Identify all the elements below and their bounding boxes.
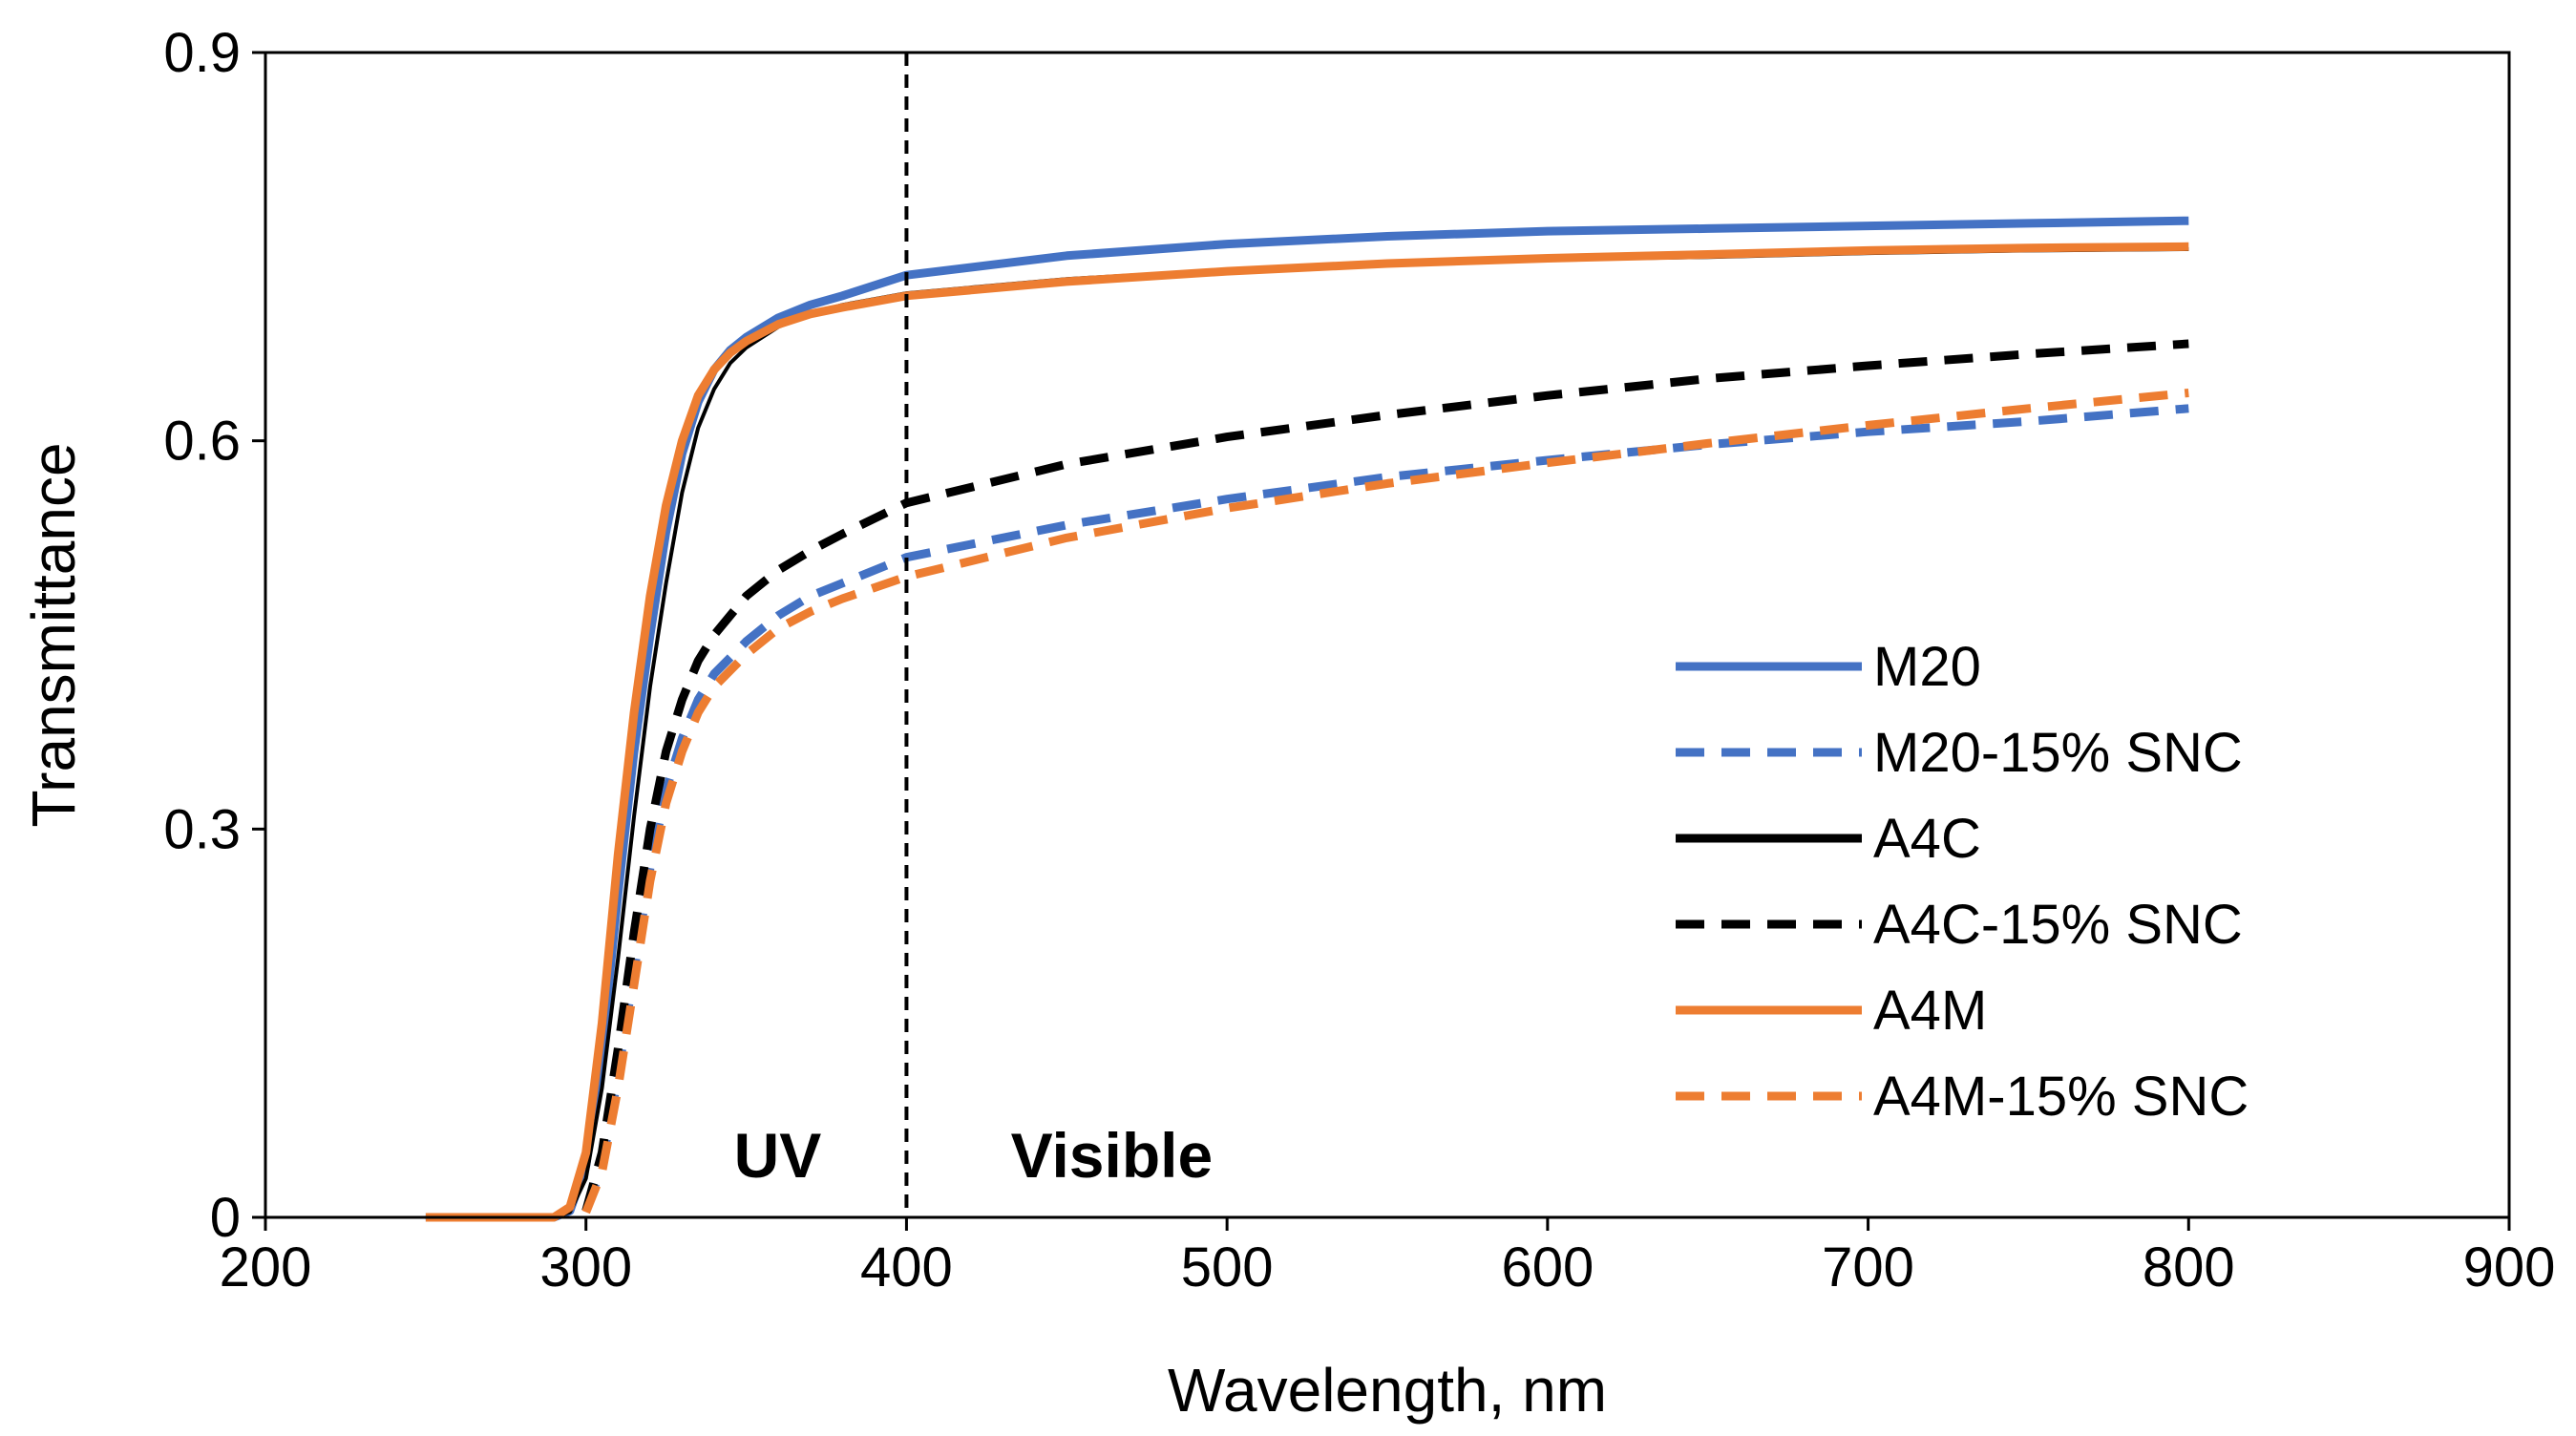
legend-label: A4M [1873,980,1987,1042]
x-tick-label: 600 [1501,1236,1594,1299]
plot-area-frame [264,51,2511,1219]
legend-label: A4C [1873,808,1981,870]
x-tick-label: 200 [220,1236,312,1299]
x-tick-label: 500 [1181,1236,1274,1299]
y-tick-label: 0.3 [163,798,241,860]
series-line-a4m [425,242,2189,1222]
x-tick-label: 700 [1822,1236,1914,1299]
legend-label: M20 [1873,636,1981,698]
x-tick-label: 900 [2463,1236,2556,1299]
legend-label: A4M-15% SNC [1873,1066,2249,1128]
x-axis-title: Wavelength, nm [1168,1356,1607,1425]
uv-region-label: UV [734,1120,822,1191]
y-axis-title: Transmittance [19,442,88,827]
x-tick-label: 800 [2143,1236,2235,1299]
legend-label: A4C-15% SNC [1873,894,2243,956]
visible-region-label: Visible [1011,1120,1214,1191]
y-tick-label: 0.6 [163,411,241,473]
x-axis-ticks: 200 300 400 500 600 700 800 900 [220,1217,2556,1299]
legend: M20 M20-15% SNC A4C A4C-15% SNC A4M A4M-15% S… [1676,636,2249,1128]
y-tick-label: 0 [210,1187,241,1249]
y-tick-label: 0.9 [163,22,241,84]
x-tick-label: 400 [860,1236,953,1299]
series-line-a4m-15-snc [581,389,2189,1214]
y-axis-ticks: 0 0.3 0.6 0.9 [163,22,265,1249]
series-line-a4c-15-snc [581,339,2189,1213]
series-group [425,216,2189,1222]
x-tick-label: 300 [539,1236,632,1299]
legend-label: M20-15% SNC [1873,722,2243,784]
